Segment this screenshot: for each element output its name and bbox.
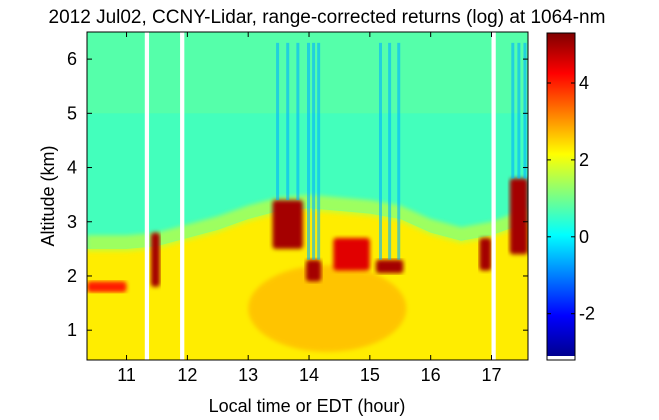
- x-tick-label: 15: [360, 365, 380, 385]
- y-axis-label: Altitude (km): [38, 145, 58, 246]
- x-tick-label: 13: [238, 365, 258, 385]
- cloud-layer: [305, 259, 322, 282]
- cloud-layer: [333, 238, 370, 271]
- plot-frame: [86, 31, 529, 361]
- cloud-layer: [150, 232, 160, 287]
- attenuation-streak: [378, 42, 382, 260]
- colorbar-frame: [546, 32, 576, 361]
- x-axis: 11 12 13 14 15 16 17: [117, 32, 502, 385]
- x-tick-label: 14: [299, 365, 319, 385]
- y-tick-label: 3: [67, 212, 77, 232]
- colorbar-tick-label: 0: [579, 227, 589, 247]
- colorbar-tick-label: -2: [579, 304, 595, 324]
- x-tick-label: 11: [117, 365, 136, 385]
- x-tick-label: 17: [481, 365, 501, 385]
- y-tick-label: 6: [67, 49, 77, 69]
- cloud-layer: [87, 281, 127, 293]
- cloud-layer: [272, 200, 303, 249]
- attenuation-streak: [517, 42, 521, 179]
- y-axis: 1 2 3 4 5 6: [67, 49, 528, 340]
- attenuation-streak: [296, 42, 300, 201]
- y-tick-label: 4: [67, 158, 77, 178]
- colorbar-tick-label: 2: [579, 150, 589, 170]
- attenuation-streak: [307, 42, 311, 260]
- entrainment-zone: [87, 194, 528, 252]
- data-gap: [144, 32, 150, 360]
- cloud-layer: [509, 178, 528, 255]
- colorbar-axis: -2 0 2 4: [547, 73, 595, 324]
- cloud-layer: [479, 238, 492, 271]
- y-tick-label: 5: [67, 103, 77, 123]
- attenuation-streak: [397, 42, 401, 260]
- attenuation-streak: [276, 42, 280, 201]
- attenuation-streak: [388, 42, 392, 260]
- x-axis-label: Local time or EDT (hour): [209, 396, 406, 416]
- heatmap-field: [87, 32, 528, 360]
- colorbar: [547, 33, 575, 356]
- attenuation-streak: [286, 42, 290, 201]
- y-tick-label: 1: [67, 320, 77, 340]
- y-tick-label: 2: [67, 266, 77, 286]
- colorbar-tick-label: 4: [579, 73, 589, 93]
- mixed-layer-core: [248, 265, 407, 352]
- x-tick-label: 16: [421, 365, 441, 385]
- data-gap: [180, 32, 185, 360]
- attenuation-streak: [511, 42, 515, 179]
- cloud-layer: [375, 259, 404, 274]
- attenuation-streak: [317, 42, 321, 260]
- attenuation-streak: [523, 42, 527, 179]
- data-gap: [491, 32, 496, 360]
- attenuation-streak: [312, 42, 316, 260]
- chart-title: 2012 Jul02, CCNY-Lidar, range-corrected …: [49, 7, 606, 28]
- x-tick-label: 12: [177, 365, 197, 385]
